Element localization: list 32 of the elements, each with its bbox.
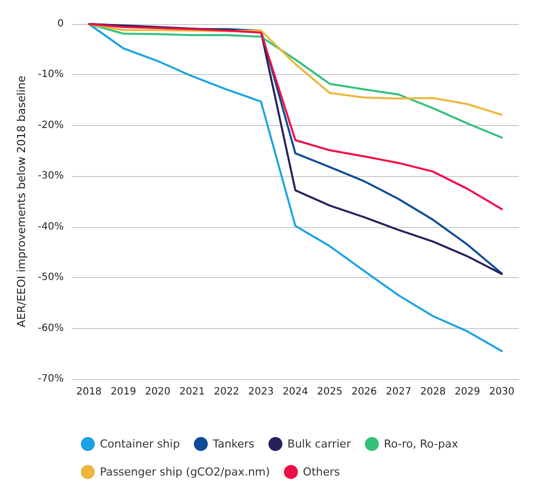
- legend-label: Bulk carrier: [287, 438, 352, 450]
- y-tick-label: 0: [57, 18, 64, 30]
- x-tick-label: 2019: [110, 386, 136, 398]
- line-series: [88, 23, 503, 116]
- legend-label: Passenger ship (gCO2/pax.nm): [100, 466, 270, 478]
- y-tick-label: -30%: [38, 170, 64, 182]
- y-tick-label: -40%: [38, 221, 64, 232]
- legend-label: Container ship: [100, 438, 180, 450]
- x-tick-label: 2024: [282, 386, 308, 398]
- x-tick-label: 2023: [248, 386, 274, 398]
- x-tick-label: 2028: [420, 386, 446, 398]
- y-axis-title: AER/EEOI improvements below 2018 baseline: [15, 75, 28, 328]
- x-tick-label: 2027: [386, 386, 412, 398]
- x-tick-label: 2026: [351, 386, 377, 398]
- line-series: [88, 23, 503, 210]
- line-series: [88, 23, 503, 352]
- x-tick-label: 2022: [214, 386, 240, 398]
- x-tick-label: 2025: [317, 386, 342, 398]
- x-tick-label: 2020: [145, 386, 170, 398]
- y-tick-label: -70%: [38, 374, 64, 384]
- y-tick-label: -10%: [38, 69, 64, 80]
- y-tick-label: -60%: [38, 322, 64, 334]
- legend-label: Ro-ro, Ro-pax: [384, 438, 459, 450]
- x-tick-label: 2029: [454, 386, 480, 398]
- legend-label: Tankers: [212, 438, 255, 450]
- y-tick-label: -50%: [38, 272, 64, 284]
- line-series: [88, 23, 503, 139]
- x-tick-label: 2030: [489, 386, 515, 398]
- x-tick-label: 2021: [179, 386, 205, 398]
- y-tick-label: -20%: [38, 120, 64, 131]
- x-tick-label: 2018: [76, 386, 102, 398]
- legend-label: Others: [302, 466, 340, 478]
